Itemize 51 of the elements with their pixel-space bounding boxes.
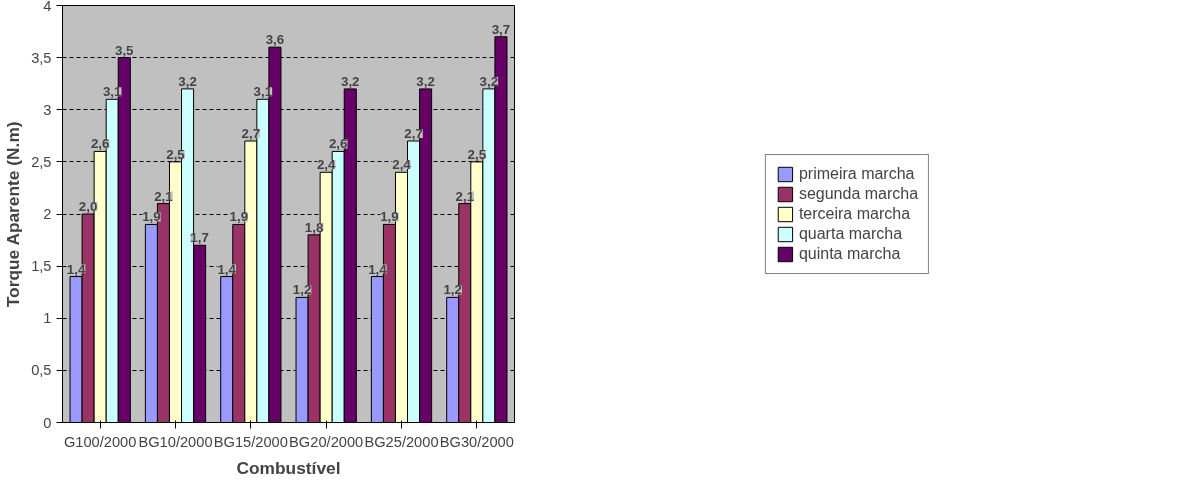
data-label: 2,6: [328, 136, 348, 152]
data-label: 3,1: [253, 84, 273, 100]
legend-label: segunda marcha: [798, 184, 919, 203]
data-label: 3,7: [491, 21, 511, 37]
data-label: 3,1: [102, 84, 123, 100]
legend-label: quarta marcha: [798, 224, 903, 243]
x-tick-label: BG30/2000: [439, 433, 514, 450]
data-label: 3,2: [479, 73, 499, 89]
legend-label: terceira marcha: [798, 204, 911, 223]
x-tick-label: G100/2000: [63, 433, 137, 450]
data-label: 3,2: [341, 73, 360, 89]
data-label: 2,5: [166, 146, 186, 162]
x-tick-label: BG15/2000: [213, 433, 288, 450]
data-label: 2,7: [241, 126, 261, 142]
y-tick-label: 0: [43, 414, 52, 431]
data-label: 2,1: [154, 188, 174, 204]
y-tick-label: 2,5: [31, 153, 52, 170]
data-label: 3,6: [265, 32, 285, 48]
y-tick-label: 2: [43, 206, 52, 222]
data-label: 1,4: [217, 261, 237, 277]
data-label: 1,2: [292, 282, 312, 298]
data-label: 1,9: [380, 209, 399, 225]
data-label: 1,8: [304, 219, 324, 235]
data-label: 3,2: [178, 73, 197, 89]
data-label: 2,1: [455, 188, 475, 204]
data-label: 2,4: [392, 157, 412, 173]
data-label: 1,7: [190, 230, 209, 246]
y-tick-label: 4: [43, 0, 52, 14]
y-tick-label: 0,5: [31, 362, 52, 379]
x-tick-label: BG10/2000: [138, 433, 213, 450]
data-label: 3,5: [115, 42, 135, 58]
data-label: 1,2: [443, 282, 462, 298]
x-tick-label: BG20/2000: [289, 433, 364, 450]
data-label: 1,9: [229, 209, 249, 225]
data-label: 2,7: [404, 126, 423, 142]
data-label: 1,4: [368, 261, 388, 277]
y-tick-label: 3,5: [31, 49, 52, 66]
data-label: 1,9: [142, 209, 161, 225]
y-tick-label: 1: [43, 310, 52, 327]
y-axis-title: Torque Aparente (N.m): [3, 121, 24, 308]
data-label: 2,4: [316, 157, 337, 173]
data-label: 3,2: [416, 73, 435, 89]
legend-label: primeira marcha: [798, 164, 915, 183]
data-label: 2,5: [467, 146, 487, 162]
data-label: 2,0: [78, 199, 98, 214]
y-tick-label: 1,5: [31, 258, 52, 275]
x-axis-title: Combustível: [236, 457, 341, 478]
legend-label: quinta marcha: [798, 244, 901, 263]
y-tick-label: 3: [43, 101, 52, 118]
x-tick-label: BG25/2000: [364, 433, 439, 450]
data-label: 2,6: [90, 136, 110, 152]
